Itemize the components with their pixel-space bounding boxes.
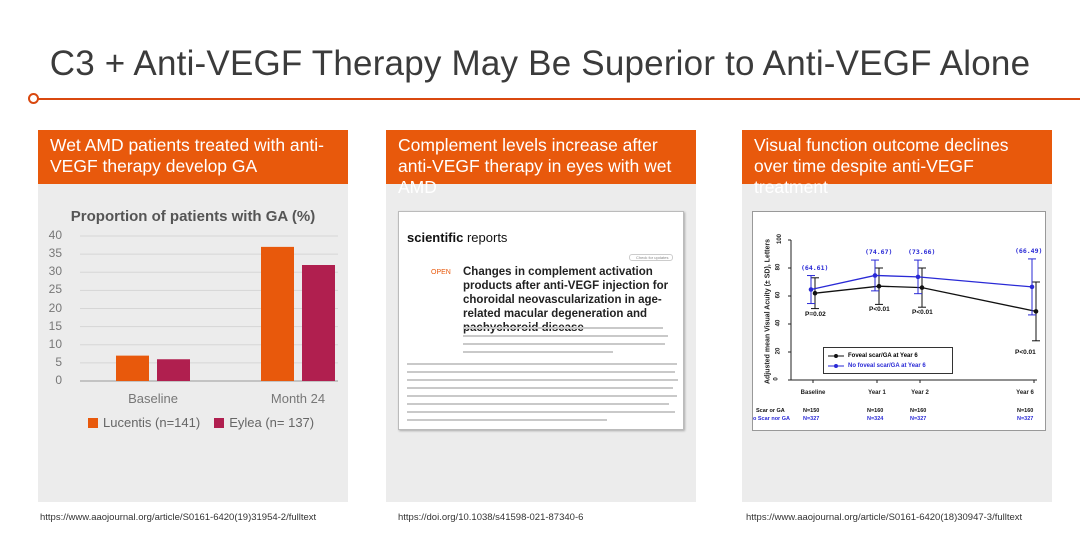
y-tick-label: 20 <box>48 300 62 315</box>
bar-lucentis <box>261 246 294 381</box>
y-tick-label: 10 <box>48 336 62 351</box>
source-url-1[interactable]: https://www.aaojournal.org/article/S0161… <box>40 512 317 523</box>
y-tick-label: 15 <box>48 318 62 333</box>
abstract-text-line <box>407 411 675 413</box>
x-category-label: Year 2 <box>911 390 929 396</box>
y-tick-label: 0 <box>55 373 62 387</box>
y-tick-label: 25 <box>48 282 62 297</box>
source-url-2[interactable]: https://doi.org/10.1038/s41598-021-87340… <box>398 512 584 523</box>
title-rule <box>36 98 1080 100</box>
panel-header: Wet AMD patients treated with anti-VEGF … <box>38 130 348 184</box>
legend-eylea: Eylea (n= 137) <box>229 415 315 430</box>
paper-title: Changes in complement activation product… <box>463 266 669 334</box>
abstract-text-line <box>407 363 677 365</box>
bar-eylea <box>302 265 335 381</box>
point-value-label: (73.66) <box>908 248 936 257</box>
p-value-label: P<0.01 <box>912 309 933 317</box>
abstract-text-line <box>463 343 665 345</box>
count-scar: N=160 <box>910 408 927 414</box>
y-tick-label: 5 <box>55 354 62 369</box>
va-figure: Adjusted mean Visual Acuity (± SD), Lett… <box>752 211 1046 431</box>
bar-eylea <box>157 359 190 381</box>
legend-foveal: Foveal scar/GA at Year 6 <box>848 353 918 359</box>
y-tick-label: 80 <box>775 263 782 271</box>
panel-visual-outcome: Visual function outcome declines over ti… <box>742 130 1052 502</box>
bar-chart <box>80 235 338 382</box>
count-no-scar: N=324 <box>867 416 884 422</box>
eylea-swatch <box>214 417 225 428</box>
point-no-foveal <box>808 287 814 292</box>
x-category-label: Baseline <box>128 391 178 406</box>
abstract-text-line <box>463 335 668 337</box>
abstract-text-line <box>463 351 613 353</box>
source-url-3[interactable]: https://www.aaojournal.org/article/S0161… <box>746 512 1023 523</box>
title-rule-dot <box>28 93 39 104</box>
y-tick-label: 40 <box>48 228 62 242</box>
point-foveal <box>919 285 925 290</box>
no-foveal-legend-icon <box>828 364 844 368</box>
p-value-label: P<0.01 <box>1015 348 1036 356</box>
y-tick-label: 0 <box>773 377 780 381</box>
point-foveal <box>876 283 882 289</box>
y-tick-label: 60 <box>775 291 782 299</box>
p-value-label: P<0.01 <box>869 306 890 314</box>
chart-title: Proportion of patients with GA (%) <box>70 208 316 225</box>
journal-name: scientific reports <box>407 230 507 245</box>
y-tick-label: 30 <box>48 264 62 279</box>
abstract-text-line <box>407 395 677 397</box>
abstract-text-line <box>407 371 675 373</box>
abstract-text-line <box>407 379 678 381</box>
row-label-scar: Scar or GA <box>756 408 785 414</box>
x-category-label: Baseline <box>800 390 826 396</box>
y-tick-label: 35 <box>48 246 62 261</box>
x-category-label: Month 24 <box>270 391 326 406</box>
panel-complement-paper: Complement levels increase after anti-VE… <box>386 130 696 502</box>
point-no-foveal <box>872 273 878 278</box>
check-updates-badge: Check for updates <box>629 254 673 261</box>
foveal-legend-icon <box>828 354 844 358</box>
count-no-scar: N=327 <box>910 416 927 422</box>
panel-header: Complement levels increase after anti-VE… <box>386 130 696 197</box>
chart-legend: Lucentis (n=141) Eylea (n= 137) <box>88 415 314 430</box>
line-chart <box>788 239 1040 383</box>
abstract-text-line <box>407 387 673 389</box>
journal-rest: reports <box>463 230 508 245</box>
abstract-text-line <box>463 327 663 329</box>
journal-bold: scientific <box>407 230 464 245</box>
series-line-no-foveal <box>810 274 1033 291</box>
y-tick-label: 100 <box>777 233 784 245</box>
row-label-no-scar: o Scar nor GA <box>753 416 790 422</box>
point-no-foveal <box>1029 284 1035 290</box>
x-category-label: Year 1 <box>868 390 886 396</box>
panel-ga-proportion: Wet AMD patients treated with anti-VEGF … <box>38 130 348 502</box>
point-foveal <box>812 290 818 296</box>
bar-lucentis <box>116 355 149 381</box>
panel-header: Visual function outcome declines over ti… <box>742 130 1052 197</box>
slide-title: C3 + Anti-VEGF Therapy May Be Superior t… <box>49 44 1031 83</box>
abstract-text-line <box>407 403 669 405</box>
point-value-label: (66.49) <box>1015 246 1043 255</box>
point-value-label: (74.67) <box>865 248 893 257</box>
count-scar: N=160 <box>1017 408 1034 414</box>
lucentis-swatch <box>88 417 98 428</box>
point-no-foveal <box>915 274 921 280</box>
abstract-text-line <box>407 419 607 421</box>
paper-thumbnail[interactable]: scientific reports Check for updates OPE… <box>398 211 684 430</box>
legend-lucentis: Lucentis (n=141) <box>103 415 201 430</box>
legend-no-foveal: No foveal scar/GA at Year 6 <box>848 363 926 369</box>
count-scar: N=150 <box>803 408 820 414</box>
line-legend: Foveal scar/GA at Year 6 No foveal scar/… <box>823 347 953 374</box>
y-tick-label: 40 <box>775 319 782 327</box>
count-no-scar: N=327 <box>803 416 820 422</box>
count-scar: N=160 <box>867 408 884 414</box>
x-category-label: Year 6 <box>1016 390 1034 396</box>
point-value-label: (64.61) <box>801 263 829 272</box>
open-access-label: OPEN <box>431 269 451 276</box>
point-foveal <box>1033 309 1039 314</box>
y-tick-label: 20 <box>775 347 782 355</box>
series-line-foveal <box>814 285 1037 313</box>
count-no-scar: N=327 <box>1017 416 1034 422</box>
p-value-label: P=0.02 <box>805 310 826 318</box>
